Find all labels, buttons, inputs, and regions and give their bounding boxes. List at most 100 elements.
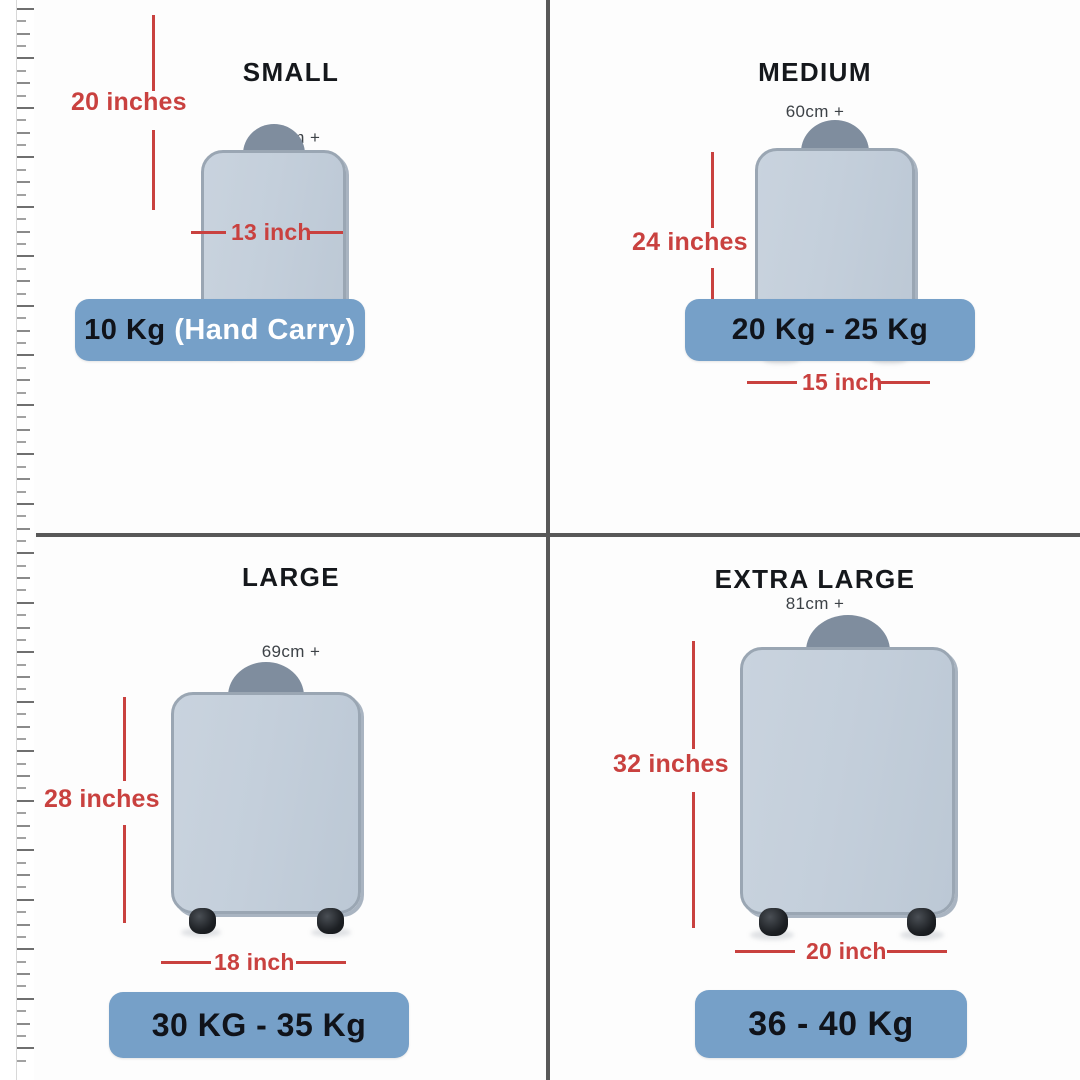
ruler-tick — [17, 45, 26, 48]
ruler-spine — [16, 0, 17, 1080]
height-dimension-line-top — [123, 697, 126, 781]
ruler-tick — [17, 354, 34, 357]
width-label-small: 13 inch — [231, 219, 312, 245]
weight-badge-large[interactable]: 30 KG - 35 Kg — [109, 992, 409, 1058]
ruler-tick — [17, 131, 30, 134]
height-dimension-line-bottom — [152, 130, 155, 210]
ruler-tick — [17, 94, 26, 97]
ruler-tick — [17, 366, 26, 369]
height-label-extra-large: 32 inches — [613, 750, 729, 778]
ruler-tick — [17, 82, 30, 85]
suitcase-illustration-extra-large — [740, 615, 955, 947]
ruler-tick — [17, 69, 26, 72]
ruler-icon — [0, 0, 34, 1080]
ruler-tick — [17, 997, 34, 1000]
height-dimension-line-top — [711, 152, 714, 228]
ruler-tick — [17, 218, 26, 221]
weight-primary-small: 10 Kg — [84, 313, 166, 346]
ruler-tick — [17, 391, 26, 394]
ruler-tick — [17, 540, 26, 542]
weight-badge-small[interactable]: 10 Kg (Hand Carry) — [75, 299, 365, 361]
ruler-tick — [17, 230, 30, 233]
ruler-tick — [17, 205, 34, 208]
ruler-tick — [17, 490, 26, 493]
height-dimension-line-bottom — [692, 792, 695, 928]
quadrant-small: SMALL 55cm + 20 inches 13 inch 10 Kg (Ha… — [36, 0, 546, 533]
ruler-tick — [17, 564, 26, 567]
size-title-large: LARGE — [242, 562, 340, 592]
linear-cm-large: 69cm + — [261, 642, 321, 661]
suitcase-handle-icon — [228, 662, 304, 696]
ruler-tick — [17, 589, 26, 592]
ruler-tick — [17, 292, 26, 295]
width-dimension-line-right — [296, 961, 346, 964]
ruler-tick — [17, 737, 26, 740]
ruler-tick — [17, 985, 26, 988]
ruler-tick — [17, 403, 34, 406]
ruler-tick — [17, 614, 26, 617]
ruler-tick — [17, 428, 30, 431]
ruler-tick — [17, 57, 34, 60]
ruler-tick — [17, 725, 30, 728]
ruler-tick — [17, 304, 34, 307]
width-dimension-line-left — [735, 950, 795, 953]
ruler-tick — [17, 886, 26, 889]
ruler-tick — [17, 267, 26, 270]
suitcase-wheel-icon — [907, 908, 936, 936]
ruler-tick — [17, 20, 26, 23]
size-title-medium: MEDIUM — [758, 57, 872, 87]
ruler-tick — [17, 193, 26, 196]
size-title-extra-large: EXTRA LARGE — [714, 564, 916, 594]
ruler-tick — [17, 32, 30, 35]
ruler-tick — [17, 775, 30, 778]
ruler-tick — [17, 8, 34, 10]
ruler-tick — [17, 441, 26, 444]
ruler-tick — [17, 935, 26, 938]
weight-primary-large: 30 KG - 35 Kg — [151, 1006, 367, 1043]
ruler-tick — [17, 1047, 34, 1050]
ruler-tick — [17, 502, 34, 505]
ruler-tick — [17, 577, 30, 580]
suitcase-handle-icon — [805, 615, 890, 651]
linear-cm-medium: 60cm + — [785, 102, 845, 121]
width-dimension-line-left — [161, 961, 211, 964]
suitcase-wheel-icon — [759, 908, 788, 936]
width-label-large: 18 inch — [214, 949, 295, 975]
width-dimension-line-right — [308, 231, 343, 234]
ruler-tick — [17, 1022, 30, 1025]
ruler-tick — [17, 799, 34, 802]
ruler-tick — [17, 453, 34, 456]
ruler-tick — [17, 849, 34, 852]
ruler-tick — [17, 812, 26, 815]
ruler-tick — [17, 911, 26, 914]
ruler-tick — [17, 478, 30, 481]
ruler-tick — [17, 836, 26, 839]
height-dimension-line-top — [692, 641, 695, 749]
quadrant-medium: MEDIUM 60cm + 24 inches 15 inch 20 Kg - … — [550, 0, 1080, 533]
ruler-tick — [17, 119, 26, 122]
width-dimension-line-right — [887, 950, 947, 953]
ruler-tick — [17, 181, 30, 184]
ruler-tick — [17, 317, 26, 320]
quadrant-large: LARGE 69cm + 28 inches 18 inch 30 KG - 3… — [36, 537, 546, 1080]
ruler-tick — [17, 106, 34, 109]
ruler-tick — [17, 651, 34, 654]
ruler-tick — [17, 342, 26, 345]
height-label-large: 28 inches — [44, 785, 160, 813]
divider-horizontal — [36, 533, 1080, 537]
ruler-tick — [17, 601, 34, 604]
ruler-tick — [17, 700, 34, 703]
suitcase-body — [740, 647, 955, 915]
ruler-tick — [17, 527, 30, 530]
ruler-tick — [17, 1059, 26, 1062]
weight-badge-medium[interactable]: 20 Kg - 25 Kg — [685, 299, 975, 361]
ruler-tick — [17, 787, 26, 790]
weight-badge-extra-large[interactable]: 36 - 40 Kg — [695, 990, 967, 1058]
ruler-tick — [17, 948, 34, 951]
size-title-small: SMALL — [242, 57, 340, 87]
ruler-tick — [17, 874, 30, 877]
ruler-tick — [17, 465, 26, 468]
width-dimension-line-left — [191, 231, 226, 234]
quadrant-extra-large: EXTRA LARGE 81cm + 32 inches 20 inch 36 … — [550, 537, 1080, 1080]
ruler-tick — [17, 255, 34, 258]
